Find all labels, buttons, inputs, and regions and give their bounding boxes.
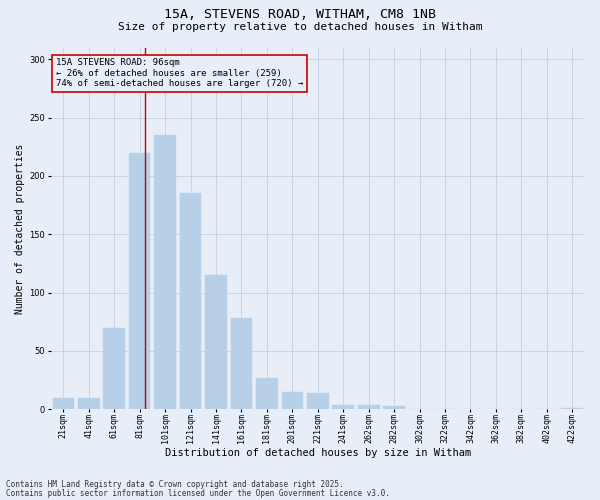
Bar [53, 398, 74, 409]
Text: 15A, STEVENS ROAD, WITHAM, CM8 1NB: 15A, STEVENS ROAD, WITHAM, CM8 1NB [164, 8, 436, 20]
Text: Size of property relative to detached houses in Witham: Size of property relative to detached ho… [118, 22, 482, 32]
Bar [332, 404, 354, 409]
Bar [281, 392, 303, 409]
Bar [383, 406, 405, 409]
Bar [230, 318, 252, 409]
Bar [205, 275, 227, 409]
Bar [307, 393, 329, 409]
Bar [358, 404, 380, 409]
Y-axis label: Number of detached properties: Number of detached properties [15, 143, 25, 314]
Bar [180, 194, 202, 409]
Bar [154, 135, 176, 409]
X-axis label: Distribution of detached houses by size in Witham: Distribution of detached houses by size … [164, 448, 471, 458]
Text: Contains public sector information licensed under the Open Government Licence v3: Contains public sector information licen… [6, 490, 390, 498]
Bar [103, 328, 125, 409]
Text: Contains HM Land Registry data © Crown copyright and database right 2025.: Contains HM Land Registry data © Crown c… [6, 480, 344, 489]
Bar [562, 408, 583, 409]
Text: 15A STEVENS ROAD: 96sqm
← 26% of detached houses are smaller (259)
74% of semi-d: 15A STEVENS ROAD: 96sqm ← 26% of detache… [56, 58, 303, 88]
Bar [129, 152, 151, 409]
Bar [256, 378, 278, 409]
Bar [78, 398, 100, 409]
